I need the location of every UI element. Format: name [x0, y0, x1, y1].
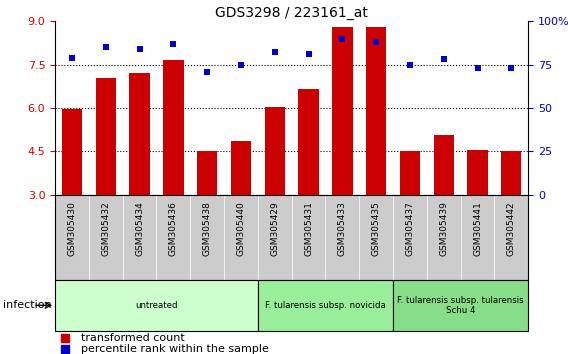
- Text: GSM305432: GSM305432: [101, 201, 110, 256]
- Bar: [197, 152, 218, 195]
- Point: [101, 45, 110, 50]
- Bar: [163, 60, 183, 195]
- Point: [439, 57, 448, 62]
- Bar: [95, 78, 116, 195]
- Bar: [55, 280, 258, 331]
- Text: GSM305439: GSM305439: [439, 201, 448, 256]
- Bar: [393, 280, 528, 331]
- Point: [507, 65, 516, 71]
- Point: [203, 69, 212, 74]
- Text: GSM305438: GSM305438: [203, 201, 212, 256]
- Text: GSM305441: GSM305441: [473, 201, 482, 256]
- Point: [338, 36, 347, 41]
- Text: transformed count: transformed count: [81, 333, 185, 343]
- Text: GSM305437: GSM305437: [406, 201, 415, 256]
- Text: GSM305434: GSM305434: [135, 201, 144, 256]
- Text: GSM305435: GSM305435: [371, 201, 381, 256]
- Text: infection: infection: [3, 300, 52, 310]
- Text: GSM305440: GSM305440: [236, 201, 245, 256]
- Point: [135, 46, 144, 52]
- Text: GSM305431: GSM305431: [304, 201, 313, 256]
- Text: GSM305436: GSM305436: [169, 201, 178, 256]
- Text: GSM305430: GSM305430: [68, 201, 77, 256]
- Bar: [400, 152, 420, 195]
- Text: F. tularensis subsp. tularensis
Schu 4: F. tularensis subsp. tularensis Schu 4: [398, 296, 524, 315]
- Point: [270, 50, 279, 55]
- Bar: [332, 27, 353, 195]
- Title: GDS3298 / 223161_at: GDS3298 / 223161_at: [215, 6, 368, 20]
- Text: F. tularensis subsp. novicida: F. tularensis subsp. novicida: [265, 301, 386, 310]
- Text: GSM305429: GSM305429: [270, 201, 279, 256]
- Bar: [258, 280, 393, 331]
- Bar: [298, 89, 319, 195]
- Point: [68, 55, 77, 61]
- Point: [236, 62, 245, 68]
- Point: [169, 41, 178, 47]
- Text: GSM305442: GSM305442: [507, 201, 516, 256]
- Bar: [130, 73, 150, 195]
- Bar: [62, 109, 82, 195]
- Bar: [501, 152, 521, 195]
- Bar: [433, 136, 454, 195]
- Text: GSM305433: GSM305433: [338, 201, 347, 256]
- Text: percentile rank within the sample: percentile rank within the sample: [81, 344, 269, 354]
- Text: untreated: untreated: [135, 301, 178, 310]
- Bar: [231, 141, 251, 195]
- Bar: [366, 27, 386, 195]
- Point: [371, 39, 381, 45]
- Point: [473, 65, 482, 71]
- Bar: [265, 107, 285, 195]
- Bar: [467, 150, 488, 195]
- Point: [304, 51, 313, 57]
- Point: [406, 62, 415, 68]
